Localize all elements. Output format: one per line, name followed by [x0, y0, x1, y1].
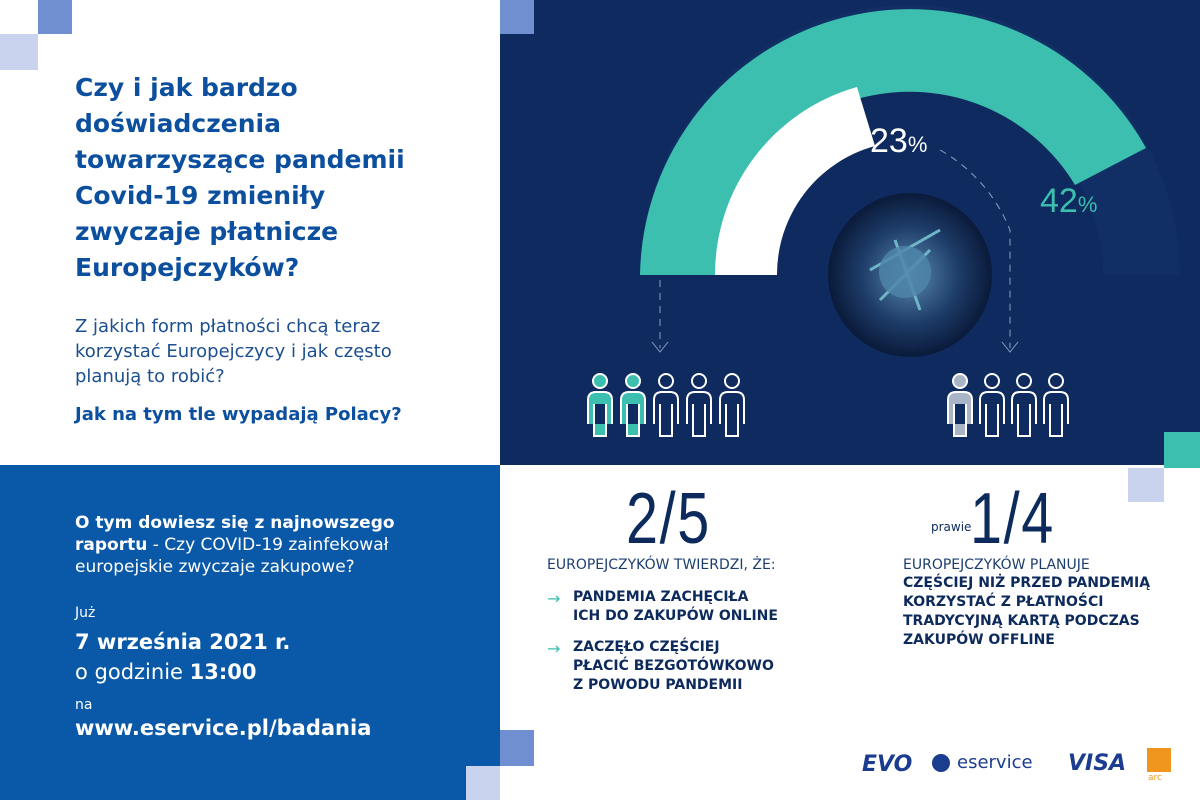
- person-icon: [947, 373, 973, 437]
- intro-bold: O tym dowiesz się z najnowszego raportu: [75, 513, 395, 555]
- body-line: KORZYSTAĆ Z PŁATNOŚCI: [903, 594, 1104, 610]
- title-line: zwyczaje płatnicze: [75, 217, 339, 246]
- outer-percent: 42%: [1040, 182, 1097, 220]
- intro-rest: - Czy COVID-19 zainfekował europejskie z…: [75, 535, 389, 577]
- subtitle: Z jakich form płatności chcą teraz korzys…: [75, 314, 392, 389]
- title-line: Czy i jak bardzo: [75, 73, 298, 102]
- subtitle-line: planują to robić?: [75, 366, 225, 387]
- logo-eservice: eservice: [957, 752, 1033, 773]
- dash-line: [939, 149, 1011, 348]
- deco-square: [466, 766, 500, 800]
- bullet: → ZACZĘŁO CZĘŚCIEJ PŁACIĆ BEZGOTÓWKOWO Z PO…: [547, 638, 778, 695]
- person-icon: [620, 373, 646, 437]
- url: www.eservice.pl/badania: [75, 716, 372, 740]
- time-line: o godzinie 13:00: [75, 658, 257, 686]
- gauge: 23% 42%: [587, 5, 1180, 437]
- person-icon: [1043, 373, 1069, 437]
- intro: O tym dowiesz się z najnowszego raportu …: [75, 512, 435, 578]
- bullet-line: PANDEMIA ZACHĘCIŁA: [573, 589, 749, 605]
- bullet-arrow: →: [547, 589, 561, 608]
- person-icon: [653, 373, 679, 437]
- inner-percent: 23%: [870, 122, 927, 160]
- logo-arc-mark: [1147, 748, 1171, 772]
- chevron: [1001, 341, 1019, 353]
- bullet-line: Z POWODU PANDEMII: [573, 677, 743, 693]
- bullet-arrow: →: [547, 639, 561, 658]
- body-line: CZĘŚCIEJ NIŻ PRZED PANDEMIĄ: [903, 575, 1151, 591]
- fraction-right: 1/4: [970, 479, 1055, 559]
- chevron: [651, 341, 669, 353]
- bullet-line: PŁACIĆ BEZGOTÓWKOWO: [573, 658, 774, 674]
- person-icon: [686, 373, 712, 437]
- person-icon: [1011, 373, 1037, 437]
- logo-visa: VISA: [1068, 751, 1127, 776]
- person-icon: [587, 373, 613, 437]
- subtitle-line: korzystać Europejczycy i jak często: [75, 341, 392, 362]
- title-line: towarzyszące pandemii: [75, 145, 405, 174]
- inner-arc: [714, 87, 875, 275]
- body-line: TRADYCYJNĄ KARTĄ PODCZAS: [903, 613, 1140, 629]
- deco-square: [38, 0, 72, 34]
- deco-square: [0, 34, 38, 70]
- outer-number: 42: [1040, 182, 1078, 220]
- outer-unit: %: [1078, 192, 1098, 217]
- bullet-line: ICH DO ZAKUPÓW ONLINE: [573, 608, 778, 624]
- inner-unit: %: [908, 132, 928, 157]
- logo-evo: EVO: [862, 752, 913, 777]
- title: Czy i jak bardzo doświadczenia towarzysząc…: [75, 70, 405, 286]
- qualifier: prawie: [931, 520, 972, 534]
- person-icon: [719, 373, 745, 437]
- deco-square: [1164, 432, 1200, 468]
- bullet: → PANDEMIA ZACHĘCIŁA ICH DO ZAKUPÓW ONLINE: [547, 588, 778, 626]
- logo-mark: [932, 754, 950, 772]
- title-line: Europejczyków?: [75, 253, 300, 282]
- lead-right: EUROPEJCZYKÓW PLANUJE: [903, 557, 1090, 573]
- body-line: ZAKUPÓW OFFLINE: [903, 632, 1055, 648]
- lead-left: EUROPEJCZYKÓW TWIERDZI, ŻE:: [547, 557, 776, 573]
- deco-square: [1128, 468, 1164, 502]
- virus-core: [879, 246, 931, 298]
- title-line: doświadczenia: [75, 109, 281, 138]
- inner-number: 23: [870, 122, 908, 160]
- time: 13:00: [189, 660, 257, 684]
- blue-panel: [0, 465, 500, 800]
- subtitle-line: Z jakich form płatności chcą teraz: [75, 316, 381, 337]
- when-label: Już: [75, 605, 96, 621]
- outer-arc: [640, 9, 1146, 275]
- deco-square: [500, 730, 534, 766]
- time-prefix: o godzinie: [75, 660, 190, 684]
- person-icon: [979, 373, 1005, 437]
- body-right: CZĘŚCIEJ NIŻ PRZED PANDEMIĄ KORZYSTAĆ Z P…: [903, 574, 1150, 650]
- question: Jak na tym tle wypadają Polacy?: [75, 404, 402, 425]
- logo-arc: arc: [1148, 773, 1162, 783]
- fraction-left: 2/5: [626, 479, 711, 559]
- bullets: → PANDEMIA ZACHĘCIŁA ICH DO ZAKUPÓW ONLINE…: [547, 588, 778, 707]
- deco-square: [500, 0, 534, 34]
- bullet-line: ZACZĘŁO CZĘŚCIEJ: [573, 639, 720, 655]
- date: 7 września 2021 r.: [75, 630, 291, 654]
- where-label: na: [75, 697, 93, 713]
- title-line: Covid-19 zmieniły: [75, 181, 326, 210]
